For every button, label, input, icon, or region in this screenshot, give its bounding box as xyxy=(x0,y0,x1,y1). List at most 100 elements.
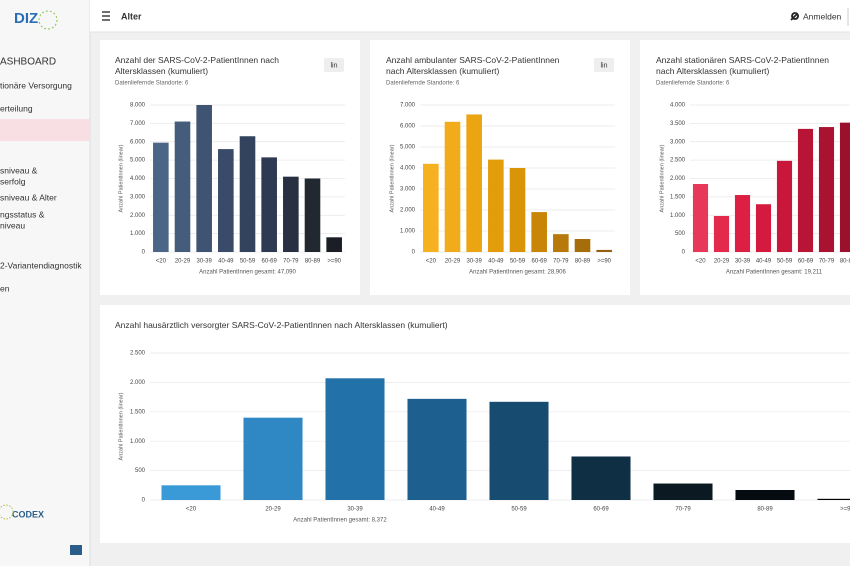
x-tick-label: 50-59 xyxy=(511,507,527,513)
y-tick-label: 4.000 xyxy=(400,166,416,172)
card xyxy=(640,40,850,295)
x-tick-label: 60-69 xyxy=(593,507,609,513)
x-tick-label: <20 xyxy=(426,259,437,265)
menu-item[interactable]: sniveau & Alter xyxy=(0,192,57,202)
menu-item[interactable]: erteilung xyxy=(0,103,33,113)
y-tick-label: 4.000 xyxy=(130,176,146,182)
y-tick-label: 6.000 xyxy=(130,139,146,145)
chart-title-box: Anzahl ambulanter SARS-CoV-2-PatientInne… xyxy=(386,55,559,76)
y-tick-label: 0 xyxy=(412,250,416,256)
y-tick-label: 6.000 xyxy=(400,124,416,130)
x-tick-label: 40-49 xyxy=(218,259,234,265)
x-tick-label: 20-29 xyxy=(175,259,191,265)
x-tick-label: 40-49 xyxy=(488,259,504,265)
y-axis-label: Anzahl PatientInnen (linear) xyxy=(389,144,395,212)
y-tick-label: 1.500 xyxy=(130,409,146,415)
bar xyxy=(218,149,234,252)
scale-toggle-label[interactable]: lin xyxy=(330,62,337,69)
menu-icon[interactable] xyxy=(102,11,110,21)
codex-logo: CODEX xyxy=(12,509,44,519)
y-tick-label: 0 xyxy=(142,498,146,504)
y-tick-label: 1.000 xyxy=(130,439,146,445)
header xyxy=(90,0,850,32)
chart-title-box: Anzahl stationären SARS-CoV-2-PatientInn… xyxy=(656,55,829,76)
x-tick-label: 20-29 xyxy=(714,259,730,265)
bar xyxy=(734,195,751,252)
x-tick-label: 30-39 xyxy=(347,507,363,513)
x-tick-label: 70-79 xyxy=(819,259,835,265)
bar xyxy=(304,178,321,252)
bar xyxy=(239,136,256,252)
bar xyxy=(574,238,591,252)
menu-item[interactable]: niveau xyxy=(0,220,25,230)
bar xyxy=(817,498,850,500)
y-tick-label: 2.500 xyxy=(670,158,686,164)
x-tick-label: <20 xyxy=(186,507,197,513)
bar xyxy=(444,121,461,252)
y-tick-label: 5.000 xyxy=(400,145,416,151)
y-tick-label: 2.500 xyxy=(130,351,146,357)
x-tick-label: 50-59 xyxy=(777,259,793,265)
y-tick-label: 1.000 xyxy=(400,229,416,235)
y-axis-label: Anzahl PatientInnen (linear) xyxy=(118,392,124,460)
x-tick-label: 30-39 xyxy=(196,259,212,265)
y-tick-label: 3.000 xyxy=(400,187,416,193)
x-axis-label: Anzahl PatientInnen gesamt: 8,372 xyxy=(293,518,387,524)
scale-toggle-label[interactable]: lin xyxy=(600,62,607,69)
y-tick-label: 500 xyxy=(675,231,686,237)
x-tick-label: 70-79 xyxy=(283,259,299,265)
menu-item[interactable]: ASHBOARD xyxy=(0,57,56,68)
x-tick-label: <20 xyxy=(695,259,706,265)
bar xyxy=(261,157,277,252)
x-tick-label: 20-29 xyxy=(445,259,461,265)
bar xyxy=(488,159,504,252)
x-tick-label: 70-79 xyxy=(675,507,691,513)
x-tick-label: 80-89 xyxy=(757,507,773,513)
menu-item[interactable]: 2-Variantendiagnostik xyxy=(0,260,82,270)
bar xyxy=(553,234,569,252)
sidebar-menu: ASHBOARD tionäre Versorgung erteilung snive… xyxy=(0,57,82,294)
y-tick-label: 0 xyxy=(142,250,146,256)
x-tick-label: 80-89 xyxy=(840,259,850,265)
bar xyxy=(243,417,303,500)
menu-item[interactable]: sniveau & xyxy=(0,165,38,175)
y-tick-label: 2.000 xyxy=(400,208,416,214)
chart-subtitle: Datenliefernde Standorte: 6 xyxy=(386,81,460,87)
bar xyxy=(653,483,713,500)
menu-item[interactable]: serfolg xyxy=(0,176,26,186)
y-tick-label: 7.000 xyxy=(130,121,146,127)
menu-item[interactable]: ngsstatus & xyxy=(0,209,45,219)
x-axis-label: Anzahl PatientInnen gesamt: 28,906 xyxy=(469,270,566,276)
page-title: Alter xyxy=(121,11,142,21)
y-tick-label: 4.000 xyxy=(670,103,686,109)
x-tick-label: 80-89 xyxy=(575,259,591,265)
bar xyxy=(174,121,191,252)
codex-mark xyxy=(0,504,14,520)
bar xyxy=(153,142,169,252)
y-axis-label: Anzahl PatientInnen (linear) xyxy=(118,144,124,212)
x-tick-label: 20-29 xyxy=(265,507,281,513)
bar xyxy=(818,127,835,252)
bar xyxy=(755,204,772,252)
bar xyxy=(283,176,299,252)
x-tick-label: 80-89 xyxy=(305,259,321,265)
y-tick-label: 2.000 xyxy=(130,213,146,219)
login-button[interactable]: Anmelden xyxy=(803,11,842,21)
scale-toggle[interactable] xyxy=(594,58,614,72)
scale-toggle[interactable] xyxy=(324,58,344,72)
menu-item[interactable]: en xyxy=(0,283,10,293)
chart-subtitle: Datenliefernde Standorte: 6 xyxy=(656,81,730,87)
x-tick-label: 40-49 xyxy=(756,259,772,265)
sidebar-active-item[interactable] xyxy=(0,119,90,141)
x-axis-label: Anzahl PatientInnen gesamt: 47,090 xyxy=(199,270,296,276)
bar xyxy=(531,212,547,252)
bar xyxy=(797,128,814,252)
menu-item[interactable]: tionäre Versorgung xyxy=(0,80,72,90)
x-tick-label: 40-49 xyxy=(429,507,445,513)
y-tick-label: 500 xyxy=(135,468,146,474)
y-tick-label: 3.000 xyxy=(670,139,686,145)
bar xyxy=(326,237,342,252)
y-tick-label: 1.500 xyxy=(670,194,686,200)
x-tick-label: 60-69 xyxy=(531,259,547,265)
